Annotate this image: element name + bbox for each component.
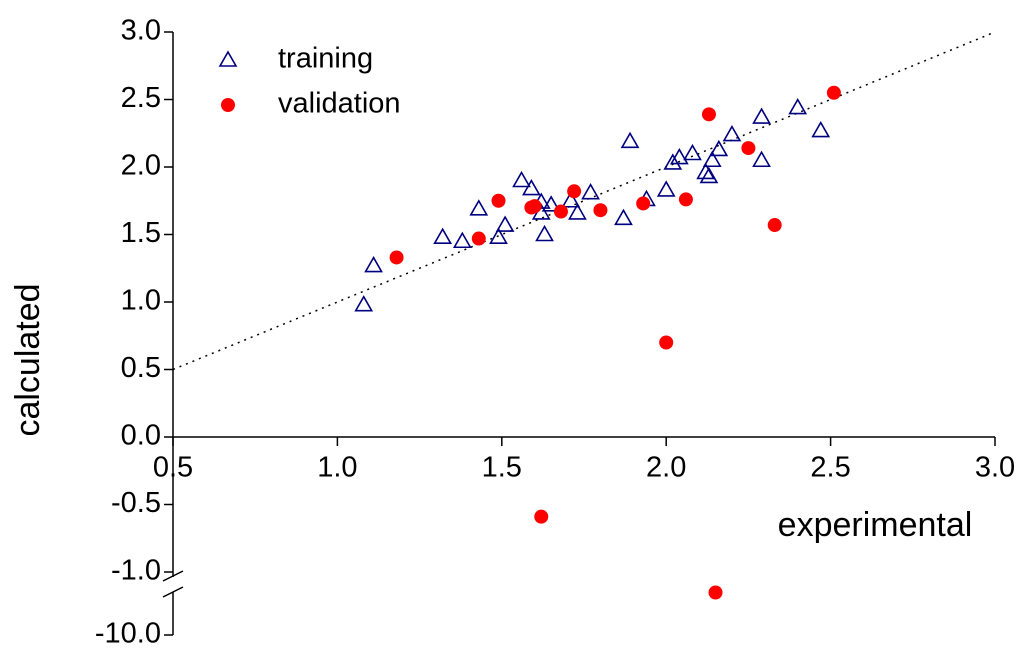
point [699, 166, 719, 184]
axis-break [162, 570, 184, 582]
point [553, 204, 568, 219]
x-tick-label: 2.0 [646, 452, 686, 484]
point [826, 85, 841, 100]
point [491, 193, 506, 208]
y-tick-label: 0.0 [121, 420, 161, 452]
y-tick-label: 1.0 [121, 285, 161, 317]
point [389, 250, 404, 265]
point [678, 192, 693, 207]
point [354, 295, 374, 312]
point [471, 231, 486, 246]
y-tick-label: -0.5 [111, 487, 161, 519]
point [701, 107, 716, 122]
point [620, 131, 640, 149]
axis-break [162, 586, 184, 598]
x-tick-label: 3.0 [975, 452, 1015, 484]
x-tick-label: 1.0 [317, 452, 357, 484]
point [636, 196, 651, 211]
point [433, 227, 452, 244]
point [512, 170, 531, 188]
legend-marker [221, 98, 235, 112]
point [767, 218, 782, 233]
point [659, 335, 674, 350]
point [702, 150, 722, 168]
identity-line [172, 31, 996, 371]
point [568, 203, 587, 220]
y-tick-label: -1.0 [111, 555, 161, 587]
point [752, 107, 771, 124]
point [663, 153, 683, 170]
point [522, 178, 541, 196]
y-tick-label: 3.0 [121, 15, 161, 47]
point [567, 184, 582, 199]
point [535, 224, 554, 242]
y-tick-label: 0.5 [121, 352, 161, 384]
point [788, 97, 808, 115]
x-axis-label: experimental [778, 506, 973, 544]
y-axis-label: calculated [9, 283, 47, 436]
x-tick-label: 1.5 [482, 452, 522, 484]
point [741, 141, 756, 156]
point [811, 120, 831, 138]
point [534, 509, 549, 524]
legend-label: validation [278, 88, 401, 120]
point [452, 231, 472, 249]
point [364, 255, 383, 273]
point [495, 215, 515, 232]
legend-marker [218, 50, 238, 67]
point [683, 143, 702, 161]
y-tick-label: 2.5 [121, 82, 161, 114]
point [722, 124, 742, 142]
point [593, 203, 608, 218]
point [541, 195, 561, 212]
y-tick-label: -10.0 [95, 618, 161, 650]
y-tick-label: 2.0 [121, 150, 161, 182]
point [752, 150, 771, 168]
point [708, 585, 723, 600]
point [561, 191, 581, 208]
point [669, 147, 689, 165]
x-tick-label: 2.5 [810, 452, 850, 484]
x-tick-label: 0.5 [153, 452, 193, 484]
point [489, 227, 508, 244]
point [614, 208, 633, 226]
point [709, 139, 729, 157]
y-tick-label: 1.5 [121, 217, 161, 249]
point [527, 199, 542, 214]
point [656, 180, 676, 197]
point [469, 199, 489, 216]
point [696, 162, 716, 180]
legend-label: training [278, 43, 373, 75]
point [581, 183, 600, 200]
